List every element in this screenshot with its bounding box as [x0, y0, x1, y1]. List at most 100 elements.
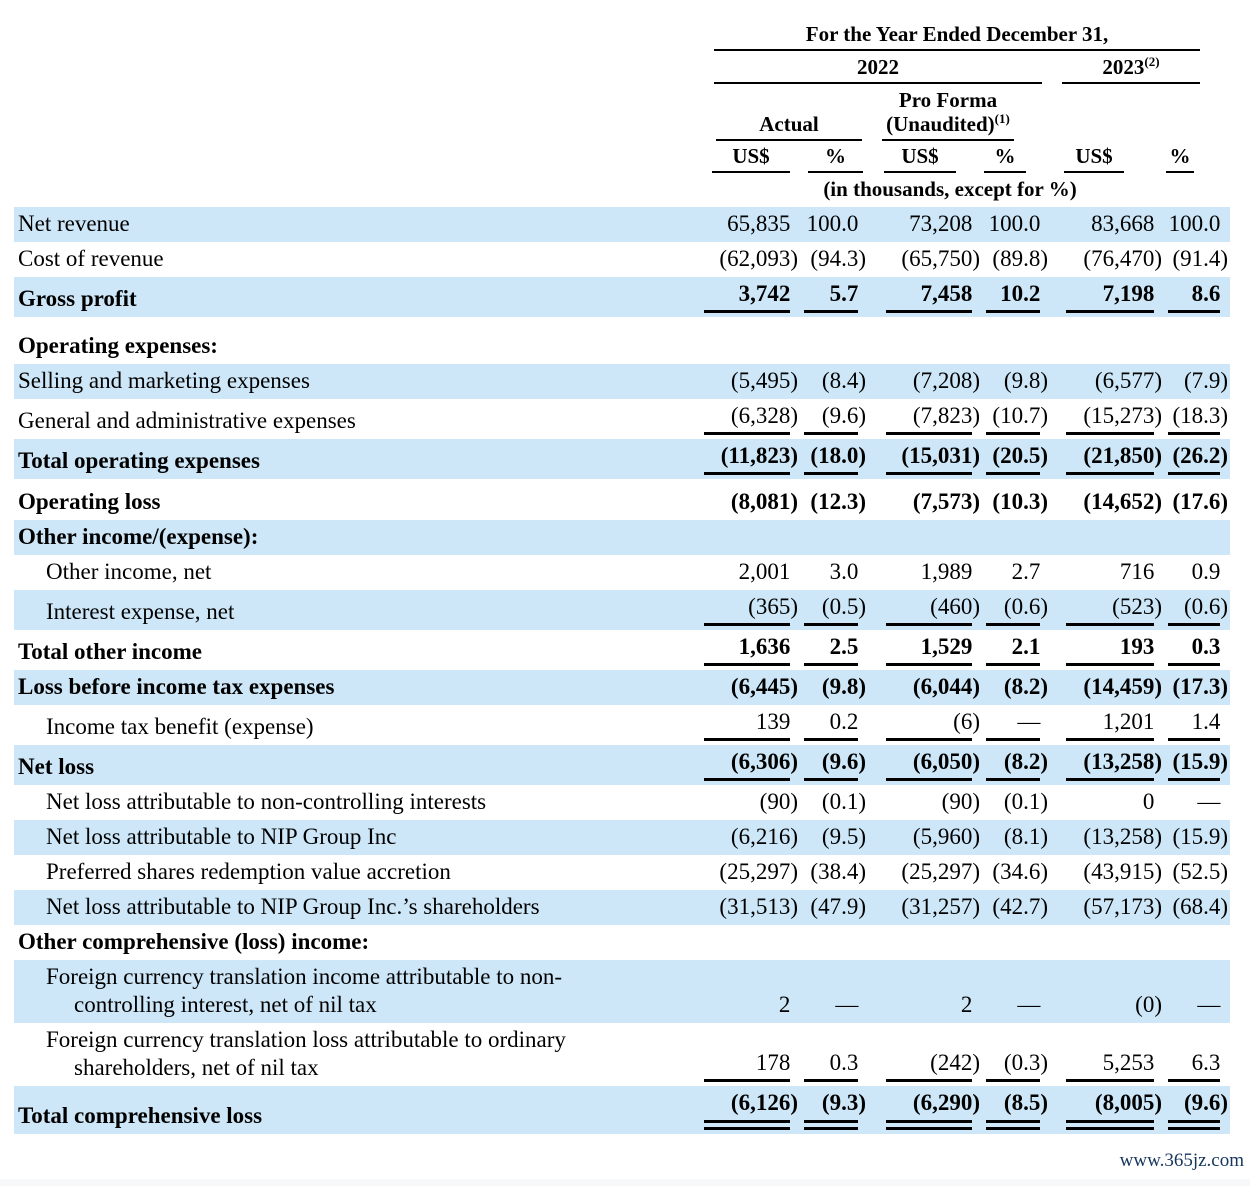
year-2023-footnote: (2)	[1144, 54, 1160, 69]
table-row: Total operating expenses (11,823) (18.0) (1…	[14, 439, 1231, 479]
cell-value: (90)	[941, 789, 980, 814]
bottom-strip	[0, 1179, 1250, 1186]
row-label: Net loss attributable to NIP Group Inc.’…	[14, 890, 700, 925]
cell-value: (8.1)	[982, 820, 1050, 855]
cell-value: (523)	[1062, 590, 1164, 630]
cell-value: 100.0)	[800, 207, 868, 242]
cell-value: 73,208)	[882, 207, 982, 242]
column-gap	[1050, 207, 1062, 242]
cell-value: (6,050)	[882, 745, 982, 785]
header-year-ended: For the Year Ended December 31,	[700, 20, 1231, 51]
column-gap	[1050, 439, 1062, 479]
column-gap	[868, 277, 882, 317]
header-row-units: US$ % US$ % US$ %	[14, 141, 1231, 173]
header-spacer	[1050, 51, 1062, 84]
column-gap	[1050, 705, 1062, 745]
row-label: Operating loss	[18, 489, 161, 514]
column-gap	[868, 960, 882, 1023]
header-empty-cell	[14, 141, 700, 173]
column-gap	[1050, 925, 1062, 960]
cell-value: 1,529)	[882, 630, 982, 670]
cell-value: (6,328)	[700, 399, 800, 439]
column-gap	[868, 855, 882, 890]
usd-column-header: US$	[884, 141, 956, 173]
cell-value: (9.3)	[800, 1086, 868, 1134]
cell-value: (460)	[882, 590, 982, 630]
header-spacer	[1050, 141, 1062, 173]
header-2023-subgroup-empty	[1062, 84, 1231, 141]
spacer-row	[14, 479, 1231, 485]
proforma-line1: Pro Forma	[898, 88, 998, 112]
column-gap	[1050, 960, 1062, 1023]
row-label: Net revenue	[14, 207, 700, 242]
cell-value: (89.8)	[992, 246, 1048, 271]
usd-column-header: US$	[712, 141, 790, 173]
cell-value: (8.4)	[800, 364, 868, 399]
column-gap	[1050, 820, 1062, 855]
table-row: Total other income 1,636)2.5) 1,529)2.1) 19…	[14, 630, 1230, 670]
cell-value: (9.8)	[982, 364, 1050, 399]
cell-value: (0.1)	[1003, 789, 1048, 814]
cell-value: (34.6)	[992, 859, 1048, 884]
column-gap	[868, 630, 882, 670]
cell-value: —)	[1164, 960, 1231, 1023]
cell-value	[882, 520, 982, 555]
header-row-subgroups: Actual Pro Forma (Unaudited)(1)	[14, 84, 1231, 141]
income-statement-table: For the Year Ended December 31, 2022 202…	[14, 20, 1231, 1134]
table-row: Loss before income tax expenses (6,445) (9…	[14, 670, 1231, 705]
cell-value: (5,960)	[882, 820, 982, 855]
cell-value	[882, 329, 982, 364]
column-gap	[868, 670, 882, 705]
table-row: Foreign currency translation income attr…	[14, 960, 1231, 1023]
cell-value: (6,577)	[1062, 364, 1164, 399]
cell-value: 0.2)	[800, 705, 868, 745]
cell-value: 6.3)	[1164, 1023, 1230, 1086]
cell-value: 178)	[700, 1023, 800, 1086]
cell-value: (31,257)	[882, 890, 982, 925]
cell-value: (8,005)	[1062, 1086, 1164, 1134]
header-row-fiscal-years: 2022 2023(2)	[14, 51, 1231, 84]
header-empty-cell	[14, 51, 700, 84]
header-empty-cell	[14, 173, 700, 207]
cell-value	[700, 925, 800, 960]
row-label: Total comprehensive loss	[14, 1086, 700, 1134]
year-ended-label: For the Year Ended December 31,	[714, 20, 1201, 51]
column-gap	[868, 890, 882, 925]
header-empty-cell	[14, 20, 700, 51]
year-2023-label: 2023(2)	[1062, 51, 1201, 84]
column-gap	[868, 242, 882, 277]
cell-value: (7.9)	[1164, 364, 1231, 399]
cell-value: 2.5)	[800, 630, 868, 670]
row-label: Net loss attributable to NIP Group Inc	[14, 820, 700, 855]
column-gap	[1050, 1086, 1062, 1134]
row-label: Interest expense, net	[14, 590, 700, 630]
cell-value: (17.6)	[1172, 489, 1229, 514]
cell-value: 1,989)	[920, 559, 973, 584]
cell-value: 5.7)	[800, 277, 868, 317]
cell-value	[1062, 329, 1164, 364]
cell-value: 7,458)	[882, 277, 982, 317]
cell-value: (17.3)	[1164, 670, 1231, 705]
table-row: Foreign currency translation loss attrib…	[14, 1023, 1230, 1086]
row-label: Cost of revenue	[18, 246, 164, 271]
actual-label: Actual	[716, 108, 862, 141]
cell-value: (62,093)	[719, 246, 798, 271]
header-proforma: Pro Forma (Unaudited)(1)	[882, 84, 1050, 141]
header-row-year: For the Year Ended December 31,	[14, 20, 1231, 51]
year-2022-text: 2022	[857, 55, 899, 79]
column-gap	[1050, 555, 1062, 590]
header-empty-cell	[14, 84, 700, 141]
row-label: Preferred shares redemption value accret…	[46, 859, 451, 884]
cell-value: 3.0)	[829, 559, 859, 584]
table-row: Other income, net 2,001) 3.0) 1,989) 2.7) 716…	[14, 555, 1230, 590]
header-pct-actual: %	[800, 141, 868, 173]
cell-value: 0.9)	[1191, 559, 1221, 584]
cell-value: (6,445)	[700, 670, 800, 705]
cell-value: (0.5)	[800, 590, 868, 630]
cell-value: 193)	[1062, 630, 1164, 670]
cell-value: 139)	[700, 705, 800, 745]
cell-value: (11,823)	[700, 439, 800, 479]
cell-value: —)	[982, 705, 1050, 745]
cell-value: 1.4)	[1164, 705, 1230, 745]
cell-value: 10.2)	[982, 277, 1050, 317]
